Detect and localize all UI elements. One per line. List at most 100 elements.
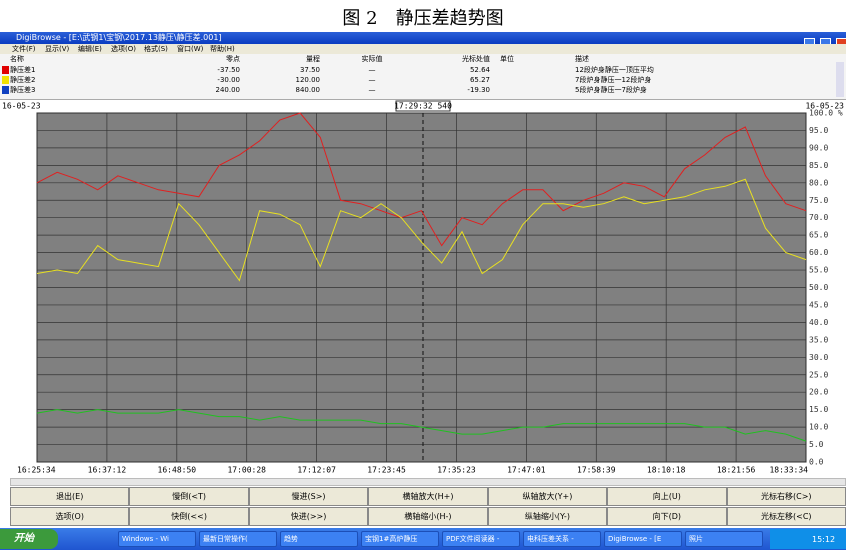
row-marker <box>2 66 9 74</box>
button[interactable]: 光标右移(C>) <box>726 487 846 506</box>
menu-item[interactable]: 帮助(H) <box>210 45 235 53</box>
button[interactable]: 横轴放大(H+) <box>368 487 488 506</box>
y-tick-label: 40.0 <box>809 318 828 327</box>
cursor-label-box <box>395 100 451 112</box>
series-name: 静压差2 <box>10 76 36 84</box>
x-tick-label: 16:25:34 <box>17 466 56 475</box>
button[interactable]: 横轴缩小(H-) <box>368 507 488 526</box>
series-line <box>36 178 807 282</box>
x-tick-label: 18:21:56 <box>717 466 756 475</box>
cell-span: 120.00 <box>295 76 321 84</box>
series-line <box>36 112 807 247</box>
x-tick-label: 18:33:34 <box>769 466 808 475</box>
task-item[interactable]: DigiBrowse - [E <box>604 531 682 547</box>
menu-item[interactable]: 显示(V) <box>45 45 70 53</box>
cell-actual: — <box>368 86 376 94</box>
start-button[interactable] <box>0 529 58 549</box>
table-header: 量程 <box>306 55 320 63</box>
cell-span: 37.50 <box>299 66 320 74</box>
tray <box>770 529 846 549</box>
x-tick-label: 18:10:18 <box>647 466 686 475</box>
button[interactable]: 纵轴放大(Y+) <box>487 487 608 506</box>
cell-actual: — <box>368 76 376 84</box>
x-tick-label: 17:47:01 <box>507 466 546 475</box>
h-scrollbar[interactable] <box>10 478 846 486</box>
task-item[interactable]: 最新日常操作( <box>199 531 277 547</box>
title-bar <box>0 32 846 44</box>
table-header: 名称 <box>10 55 24 63</box>
menu-bar <box>0 44 846 54</box>
y-tick-label: 80.0 <box>809 178 828 187</box>
cursor-label: 17:29:32 540 <box>394 102 452 111</box>
button[interactable]: 光标左移(<C) <box>726 507 846 526</box>
scrollbar[interactable] <box>836 62 844 97</box>
y-tick-label: 85.0 <box>809 161 828 170</box>
y-tick-label: 15.0 <box>809 405 828 414</box>
cell-span: 840.00 <box>295 86 321 94</box>
button[interactable]: 快进(>>) <box>248 507 369 526</box>
trend-chart: 16-05-23 16-05-23 0.0 5.0 10.0 15.0 20.0 25.0 30… <box>2 100 844 475</box>
button[interactable]: 慢倒(<T) <box>129 487 249 506</box>
y-tick-label: 50.0 <box>809 283 828 292</box>
menu-item[interactable]: 窗口(W) <box>177 45 204 53</box>
window-controls[interactable] <box>804 33 846 48</box>
date-right: 16-05-23 <box>805 102 844 111</box>
button[interactable]: 选项(O) <box>10 507 130 526</box>
y-tick-label: 75.0 <box>809 196 828 205</box>
button[interactable]: 快倒(<<) <box>129 507 249 526</box>
cell-desc: 5段炉身静压一7段炉身 <box>575 86 647 94</box>
x-tick-label: 17:00:28 <box>227 466 266 475</box>
start-label[interactable]: 开始 <box>14 533 34 544</box>
menu-item[interactable]: 编辑(E) <box>78 45 102 53</box>
cell-cursor: 65.27 <box>469 76 490 84</box>
cell-zero: -30.00 <box>217 76 240 84</box>
y-tick-label: 30.0 <box>809 353 828 362</box>
x-tick-label: 17:23:45 <box>367 466 406 475</box>
button[interactable]: 退出(E) <box>10 487 130 506</box>
x-tick-label: 17:58:39 <box>577 466 616 475</box>
y-tick-label: 60.0 <box>809 248 828 257</box>
task-item[interactable]: 趋势 <box>280 531 358 547</box>
cell-actual: — <box>368 66 376 74</box>
y-tick-label: 55.0 <box>809 266 828 275</box>
series-line <box>36 409 807 442</box>
y-tick-label: 10.0 <box>809 423 828 432</box>
button[interactable]: 向上(U) <box>607 487 727 506</box>
cell-cursor: 52.64 <box>469 66 490 74</box>
header-table <box>0 54 846 100</box>
y-tick-label: 70.0 <box>809 213 828 222</box>
x-tick-label: 17:12:07 <box>297 466 336 475</box>
task-item[interactable]: 照片 <box>685 531 763 547</box>
y-tick-label: 95.0 <box>809 126 828 135</box>
table-header: 零点 <box>226 55 240 63</box>
y-tick-label: 0.0 <box>809 458 824 467</box>
button[interactable]: 纵轴缩小(Y-) <box>487 507 608 526</box>
table-header: 描述 <box>575 55 589 63</box>
task-item[interactable]: PDF文件阅读器 - <box>442 531 520 547</box>
date-left: 16-05-23 <box>2 102 41 111</box>
task-item[interactable]: 宝钢1#高炉静压 <box>361 531 439 547</box>
y-tick-label: 20.0 <box>809 388 828 397</box>
y-tick-label: 25.0 <box>809 370 828 379</box>
task-item[interactable]: 电科压差关系 - <box>523 531 601 547</box>
cell-zero: -37.50 <box>217 66 240 74</box>
y-tick-label: 65.0 <box>809 231 828 240</box>
x-tick-label: 16:37:12 <box>88 466 127 475</box>
task-item[interactable]: Windows - Wi <box>118 531 196 547</box>
x-tick-label: 17:35:23 <box>437 466 476 475</box>
menu-item[interactable]: 选项(O) <box>111 45 136 53</box>
menu-item[interactable]: 文件(F) <box>12 45 36 53</box>
menu-item[interactable]: 格式(S) <box>144 45 168 53</box>
row-marker <box>2 86 9 94</box>
window-title: DigiBrowse - [E:\武钢1\宝钢\2017.13静压\静压差.00… <box>16 33 222 42</box>
cell-desc: 12段炉身静压一顶压平均 <box>575 66 654 74</box>
row-marker <box>2 76 9 84</box>
y-tick-label: 5.0 <box>809 440 824 449</box>
y-tick-label: 100.0 % <box>809 109 843 118</box>
button[interactable]: 慢进(S>) <box>248 487 369 506</box>
figure-caption: 图 2 静压差趋势图 <box>342 8 504 29</box>
y-tick-label: 90.0 <box>809 143 828 152</box>
button[interactable]: 向下(D) <box>607 507 727 526</box>
cell-desc: 7段炉身静压一12段炉身 <box>575 76 652 84</box>
